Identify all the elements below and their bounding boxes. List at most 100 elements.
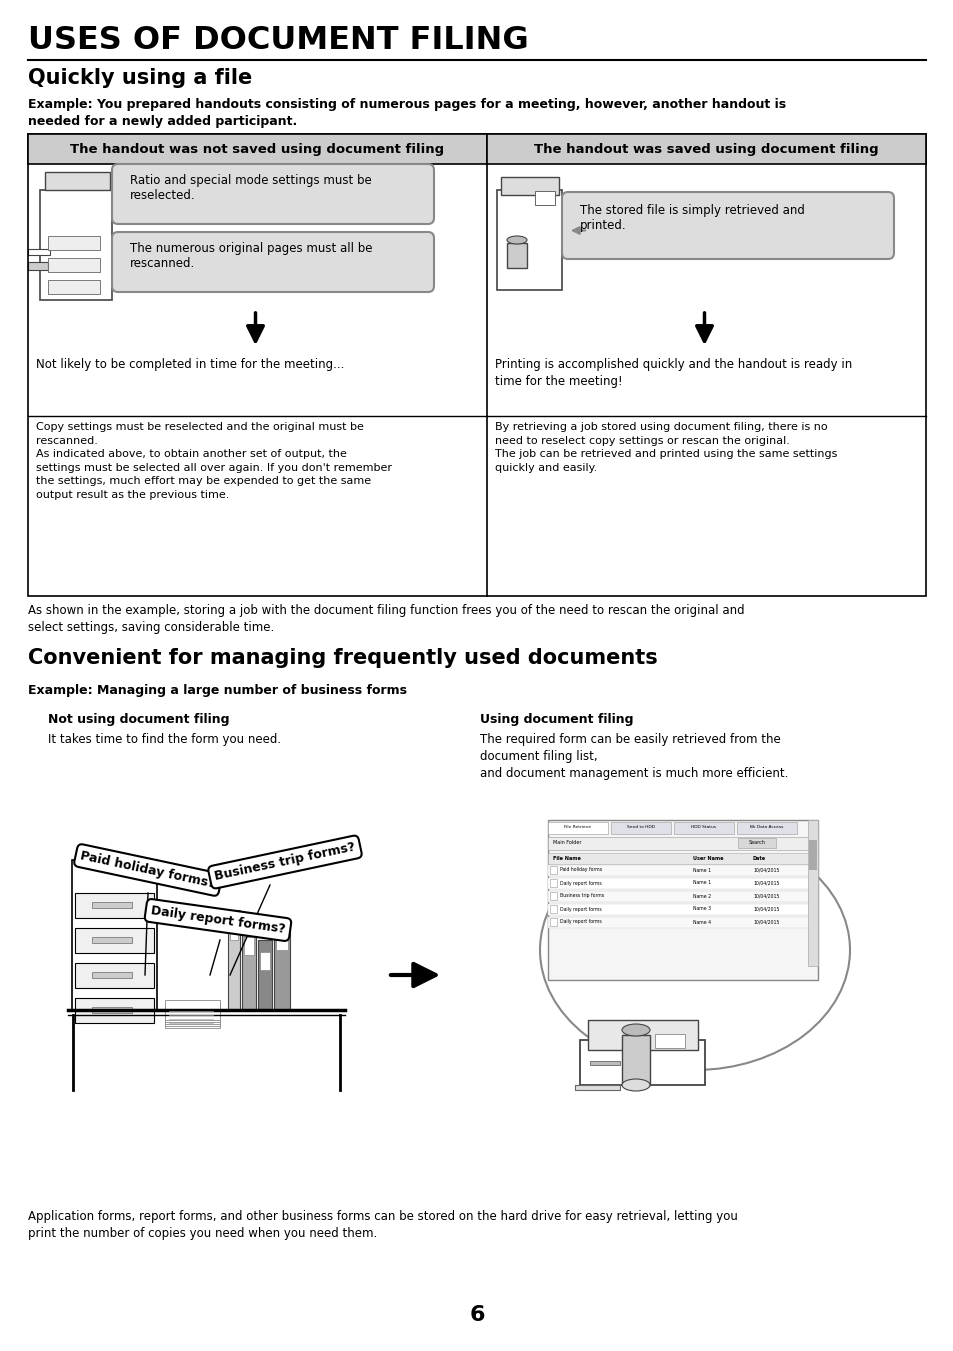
Bar: [28, 249, 50, 255]
Bar: [547, 892, 817, 902]
Bar: [40, 190, 112, 300]
Text: Printing is accomplished quickly and the handout is ready in
time for the meetin: Printing is accomplished quickly and the…: [495, 358, 851, 388]
Bar: [165, 1008, 220, 1028]
Text: Ratio and special mode settings must be
reselected.: Ratio and special mode settings must be …: [130, 174, 372, 203]
Text: Name 2: Name 2: [692, 893, 710, 898]
Text: Name 4: Name 4: [692, 920, 710, 924]
Text: USES OF DOCUMENT FILING: USES OF DOCUMENT FILING: [28, 26, 528, 55]
Text: 10/04/2015: 10/04/2015: [752, 920, 779, 924]
Bar: [655, 1034, 684, 1048]
Text: 10/04/2015: 10/04/2015: [752, 881, 779, 885]
Text: Paid holiday forms: Paid holiday forms: [559, 867, 601, 873]
Bar: [547, 821, 607, 834]
Text: The handout was not saved using document filing: The handout was not saved using document…: [71, 142, 444, 155]
Bar: [610, 821, 670, 834]
Text: The required form can be easily retrieved from the
document filing list,
and doc: The required form can be easily retrieve…: [479, 734, 787, 780]
Text: User Name: User Name: [692, 855, 722, 861]
Text: The stored file is simply retrieved and
printed.: The stored file is simply retrieved and …: [579, 204, 804, 232]
Text: Business trip forms?: Business trip forms?: [213, 840, 356, 884]
Text: HDD Status: HDD Status: [691, 825, 716, 830]
Text: Send to HDD: Send to HDD: [626, 825, 655, 830]
Bar: [75, 928, 153, 952]
Bar: [550, 892, 557, 900]
Bar: [547, 917, 817, 928]
Bar: [228, 911, 240, 1011]
Bar: [547, 865, 817, 875]
Text: Bk Data Access: Bk Data Access: [749, 825, 782, 830]
Bar: [275, 932, 288, 950]
Text: Date: Date: [752, 855, 765, 861]
Bar: [547, 904, 817, 915]
Bar: [165, 1006, 220, 1025]
Ellipse shape: [621, 1024, 649, 1036]
Bar: [91, 902, 132, 908]
Text: Daily report forms: Daily report forms: [559, 907, 601, 912]
Text: Convenient for managing frequently used documents: Convenient for managing frequently used …: [28, 648, 657, 667]
Text: 6: 6: [469, 1305, 484, 1325]
Bar: [165, 1004, 220, 1024]
Bar: [75, 998, 153, 1023]
Bar: [547, 838, 817, 850]
Bar: [589, 1061, 619, 1065]
Text: By retrieving a job stored using document filing, there is no
need to reselect c: By retrieving a job stored using documen…: [495, 422, 837, 473]
Text: Main Folder: Main Folder: [553, 840, 581, 846]
Text: The handout was saved using document filing: The handout was saved using document fil…: [534, 142, 878, 155]
Bar: [71, 861, 157, 1011]
Bar: [48, 236, 100, 250]
Bar: [48, 280, 100, 295]
Ellipse shape: [621, 1079, 649, 1092]
Text: Using document filing: Using document filing: [479, 713, 633, 725]
Bar: [486, 134, 925, 163]
Bar: [808, 840, 816, 870]
Text: Paid holiday forms?: Paid holiday forms?: [79, 850, 216, 890]
Bar: [75, 963, 153, 988]
Bar: [550, 880, 557, 888]
Bar: [579, 1040, 704, 1085]
Text: Example: Managing a large number of business forms: Example: Managing a large number of busi…: [28, 684, 407, 697]
Text: Quickly using a file: Quickly using a file: [28, 68, 252, 88]
Bar: [91, 938, 132, 943]
Text: Copy settings must be reselected and the original must be
rescanned.
As indicate: Copy settings must be reselected and the…: [36, 422, 392, 500]
Text: Not using document filing: Not using document filing: [48, 713, 230, 725]
FancyBboxPatch shape: [561, 192, 893, 259]
Bar: [244, 938, 253, 955]
FancyBboxPatch shape: [112, 163, 434, 224]
Bar: [260, 952, 270, 970]
Text: Not likely to be completed in time for the meeting...: Not likely to be completed in time for t…: [36, 358, 344, 372]
Ellipse shape: [539, 830, 849, 1070]
Text: File Retrieve: File Retrieve: [564, 825, 591, 830]
Bar: [257, 940, 272, 1011]
Bar: [28, 134, 486, 163]
Text: Application forms, report forms, and other business forms can be stored on the h: Application forms, report forms, and oth…: [28, 1210, 737, 1240]
Text: As shown in the example, storing a job with the document filing function frees y: As shown in the example, storing a job w…: [28, 604, 744, 635]
Bar: [274, 920, 290, 1011]
Text: 10/04/2015: 10/04/2015: [752, 867, 779, 873]
Bar: [737, 821, 796, 834]
Bar: [547, 852, 817, 865]
Bar: [535, 190, 555, 205]
Bar: [673, 821, 733, 834]
Text: Business trip forms: Business trip forms: [559, 893, 603, 898]
Bar: [550, 905, 557, 913]
Bar: [500, 177, 558, 195]
Text: Name 3: Name 3: [692, 907, 710, 912]
Bar: [738, 838, 775, 848]
Text: Daily report forms: Daily report forms: [559, 881, 601, 885]
Bar: [165, 1002, 220, 1021]
Text: Search: Search: [748, 840, 764, 846]
Bar: [230, 921, 237, 940]
Bar: [242, 925, 255, 1011]
Bar: [497, 190, 561, 290]
Ellipse shape: [506, 236, 526, 245]
Bar: [45, 172, 110, 190]
Bar: [807, 820, 817, 966]
Bar: [506, 243, 526, 267]
FancyBboxPatch shape: [112, 232, 434, 292]
Text: The numerous original pages must all be
rescanned.: The numerous original pages must all be …: [130, 242, 372, 270]
Bar: [550, 866, 557, 874]
Bar: [91, 971, 132, 978]
Bar: [91, 1006, 132, 1013]
Text: Daily report forms: Daily report forms: [559, 920, 601, 924]
Text: Daily report forms?: Daily report forms?: [150, 904, 286, 936]
Text: File Name: File Name: [553, 855, 580, 861]
